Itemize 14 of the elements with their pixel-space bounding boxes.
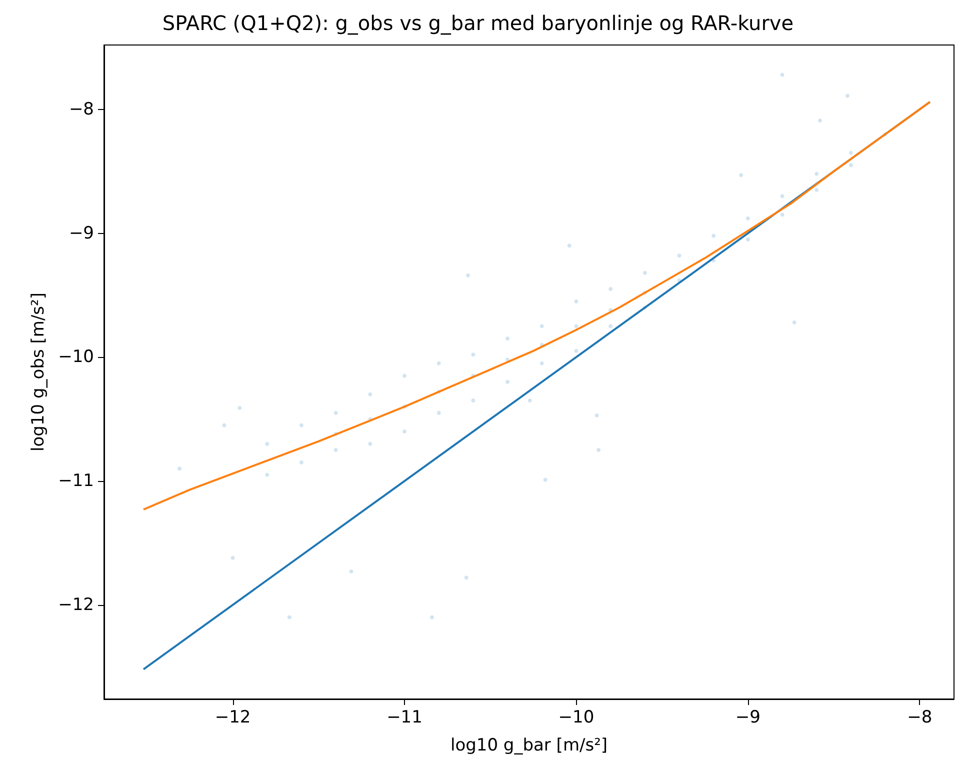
y-tick-label: −12 bbox=[58, 594, 94, 615]
x-tick-label: −9 bbox=[735, 708, 760, 728]
y-tick-label: −10 bbox=[58, 347, 94, 368]
line-series bbox=[142, 100, 931, 510]
x-axis-title: log10 g_bar [m/s²] bbox=[450, 736, 608, 756]
y-tick-label: −11 bbox=[58, 471, 94, 491]
x-tick-label: −10 bbox=[558, 708, 594, 728]
x-tick-label: −11 bbox=[386, 708, 422, 728]
x-tick-label: −8 bbox=[907, 708, 932, 728]
x-tick-label: −12 bbox=[214, 708, 251, 728]
chart-title: SPARC (Q1+Q2): g_obs vs g_bar med baryonlinje og RAR-kurve bbox=[162, 11, 794, 35]
y-tick-label: −8 bbox=[68, 99, 94, 120]
y-axis-title: log10 g_obs [m/s²] bbox=[28, 292, 49, 452]
y-tick-label: −9 bbox=[68, 223, 94, 244]
